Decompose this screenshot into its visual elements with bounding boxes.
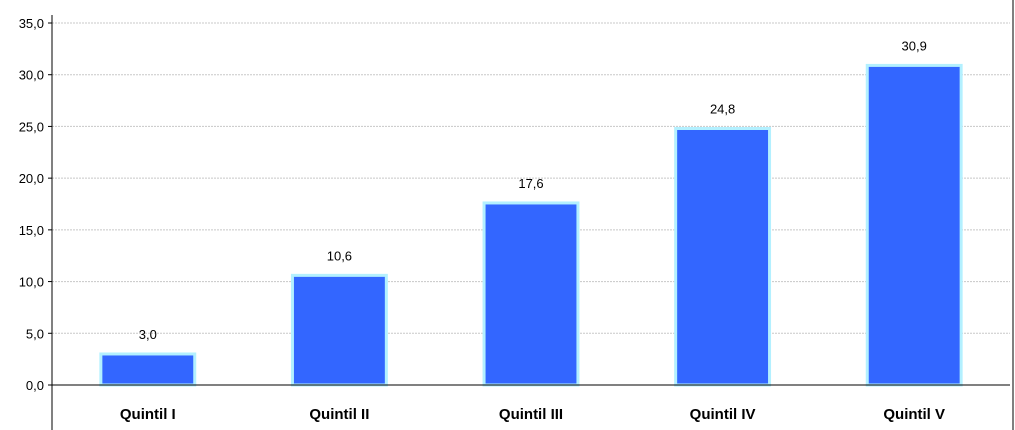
x-category-label: Quintil I bbox=[120, 406, 176, 423]
bar bbox=[290, 273, 388, 387]
y-tick-label: 25,0 bbox=[19, 119, 44, 134]
y-tick-label: 20,0 bbox=[19, 171, 44, 186]
bars bbox=[99, 63, 963, 387]
data-label: 24,8 bbox=[710, 101, 735, 116]
data-label: 30,9 bbox=[902, 38, 927, 53]
y-tick-label: 10,0 bbox=[19, 275, 44, 290]
x-category-label: Quintil V bbox=[883, 406, 945, 423]
y-tick-labels: 0,0 5,0 10,0 15,0 20,0 25,0 30,0 35,0 bbox=[19, 16, 52, 393]
x-category-label: Quintil III bbox=[499, 406, 563, 423]
bar bbox=[865, 63, 963, 387]
x-category-label: Quintil II bbox=[309, 406, 369, 423]
y-tick-label: 5,0 bbox=[26, 326, 44, 341]
data-label: 17,6 bbox=[518, 176, 543, 191]
bar bbox=[482, 201, 580, 387]
y-tick-label: 35,0 bbox=[19, 16, 44, 31]
data-label: 3,0 bbox=[139, 327, 157, 342]
y-tick-label: 15,0 bbox=[19, 223, 44, 238]
bar bbox=[674, 126, 772, 387]
x-category-label: Quintil IV bbox=[690, 406, 756, 423]
axes bbox=[51, 0, 1014, 430]
bar bbox=[99, 352, 197, 387]
data-labels: 3,0 10,6 17,6 24,8 30,9 bbox=[139, 38, 927, 342]
data-label: 10,6 bbox=[327, 248, 352, 263]
y-tick-label: 30,0 bbox=[19, 68, 44, 83]
y-tick-label: 0,0 bbox=[26, 378, 44, 393]
category-labels: Quintil I Quintil II Quintil III Quintil IV… bbox=[120, 406, 945, 423]
